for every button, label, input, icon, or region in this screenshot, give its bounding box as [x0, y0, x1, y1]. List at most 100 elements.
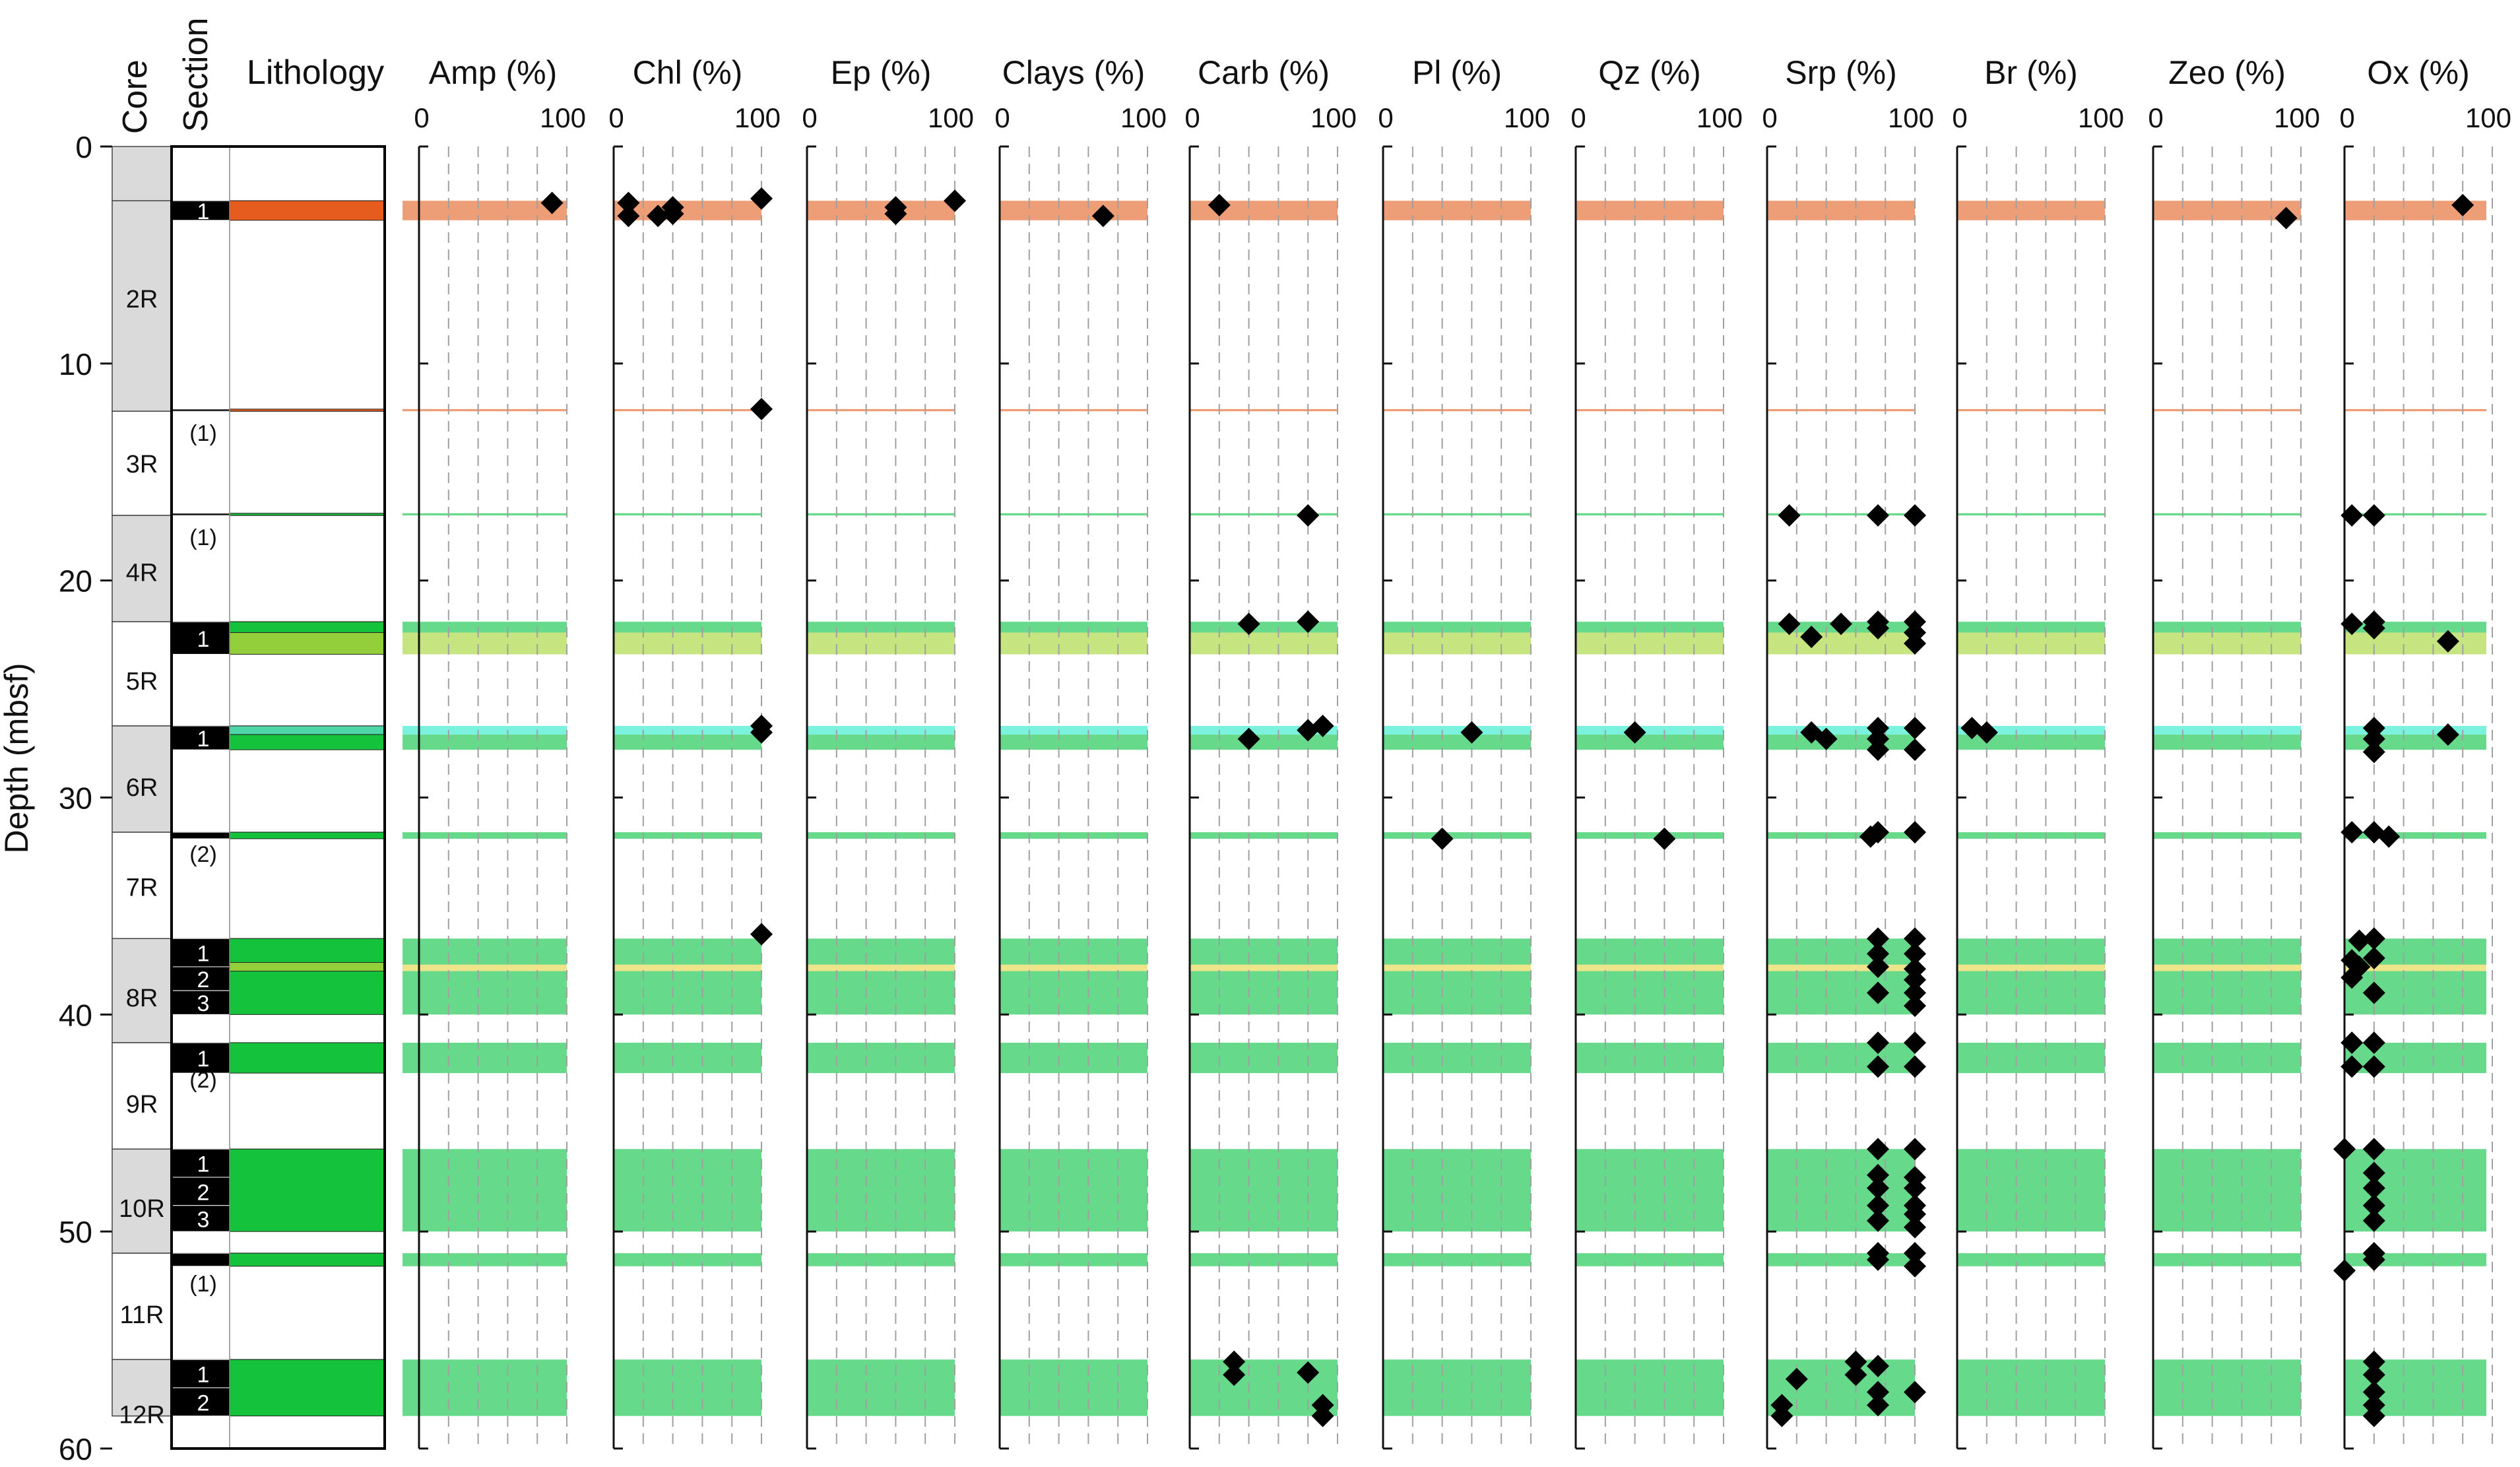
- zone-band: [403, 1043, 567, 1074]
- zone-band: [1576, 938, 1724, 1015]
- zone-band: [403, 938, 567, 1015]
- zone-band: [2344, 832, 2486, 839]
- data-point: [2362, 1161, 2385, 1185]
- zone-band: [1767, 734, 1915, 750]
- depth-tick-label: 40: [59, 998, 92, 1032]
- zone-band: [614, 938, 761, 1015]
- data-point: [2362, 727, 2385, 750]
- data-point: [1778, 504, 1801, 527]
- data-point: [750, 187, 773, 210]
- data-point: [1867, 821, 1889, 844]
- data-point: [1867, 927, 1889, 950]
- zone-band: [1957, 513, 2105, 516]
- data-point: [2362, 1381, 2385, 1404]
- zone-band: [614, 1149, 761, 1232]
- zone-band: [807, 1149, 955, 1232]
- section-box: [171, 831, 230, 839]
- data-point: [1867, 1055, 1889, 1078]
- core-interval-12R: [112, 1359, 172, 1417]
- zone-band: [1000, 1359, 1147, 1416]
- data-point: [1778, 612, 1801, 636]
- core-label: 9R: [126, 1091, 158, 1119]
- data-point: [1904, 942, 1926, 965]
- zone-band: [1383, 725, 1531, 735]
- zone-band: [1383, 1253, 1531, 1266]
- zone-band: [1576, 734, 1724, 750]
- zone-band: [1576, 513, 1724, 516]
- x-tick-label: 0: [414, 102, 429, 133]
- zone-band: [403, 632, 567, 655]
- section-box: [171, 1253, 230, 1267]
- zone-band: [1000, 201, 1147, 220]
- zone-band: [2153, 622, 2301, 633]
- panel-title: Carb (%): [1198, 54, 1330, 91]
- x-tick-label: 100: [2465, 102, 2511, 133]
- zone-band: [1383, 1359, 1531, 1416]
- zone-band: [1190, 408, 1338, 412]
- zone-band: [2153, 1149, 2301, 1232]
- data-point: [647, 205, 670, 228]
- data-point: [2362, 740, 2385, 764]
- zone-band: [1383, 513, 1531, 516]
- data-point: [2275, 207, 2298, 230]
- data-point: [2362, 617, 2385, 640]
- zone-band: [1576, 964, 1724, 971]
- core-interval-6R: [112, 725, 172, 833]
- section-label: 3: [197, 1207, 210, 1232]
- zone-band: [1957, 1043, 2105, 1074]
- data-point: [2362, 1248, 2385, 1271]
- section-box: [171, 1042, 230, 1074]
- x-tick-label: 0: [1762, 102, 1777, 133]
- lithology-column-header: Lithology: [247, 53, 384, 92]
- section-box: [171, 1177, 230, 1206]
- section-label: 2: [197, 1180, 210, 1205]
- section-label: 1: [197, 627, 210, 652]
- zone-band: [1767, 938, 1915, 1015]
- panel-title: Zeo (%): [2168, 54, 2286, 91]
- core-interval-11R: [112, 1253, 172, 1360]
- core-interval-top: [112, 146, 172, 201]
- data-point: [2362, 1363, 2385, 1386]
- log-frame: [170, 145, 386, 1450]
- data-point: [750, 923, 773, 946]
- section-label: 1: [197, 727, 210, 752]
- data-point: [540, 191, 564, 214]
- zone-band: [1190, 513, 1338, 516]
- zone-band: [2153, 632, 2301, 655]
- zone-band: [403, 408, 567, 412]
- zone-band: [807, 725, 955, 735]
- zone-band: [1576, 1149, 1724, 1232]
- data-point: [617, 205, 640, 228]
- zone-band: [1957, 1359, 2105, 1416]
- zone-band: [1767, 632, 1915, 655]
- data-point: [2362, 504, 2385, 527]
- x-tick-label: 100: [2274, 102, 2320, 133]
- zone-band: [807, 832, 955, 839]
- zone-band: [1957, 201, 2105, 220]
- zone-band: [1957, 1253, 2105, 1266]
- zone-band: [403, 513, 567, 516]
- zone-band: [1576, 632, 1724, 655]
- data-point: [944, 189, 966, 212]
- zone-band: [1767, 1043, 1915, 1074]
- zone-band: [2153, 734, 2301, 750]
- data-point: [1867, 981, 1889, 1004]
- zone-band: [614, 622, 761, 633]
- zone-band: [1383, 1043, 1531, 1074]
- zone-band: [807, 1253, 955, 1266]
- zone-band: [2153, 964, 2301, 971]
- zone-band: [1000, 725, 1147, 735]
- data-point: [2341, 504, 2364, 527]
- lithology-interval: [229, 1253, 385, 1267]
- zone-band: [403, 622, 567, 633]
- zone-band: [403, 201, 567, 220]
- lithology-interval: [229, 725, 385, 735]
- section-box: [171, 408, 230, 412]
- panel-title: Clays (%): [1002, 54, 1146, 91]
- section-box: [171, 1148, 230, 1178]
- data-point: [2377, 825, 2401, 848]
- x-tick-label: 0: [2148, 102, 2163, 133]
- section-box: [171, 621, 230, 655]
- panel-srp: Srp (%) 0 100: [1762, 54, 1934, 1450]
- data-point: [1867, 942, 1889, 965]
